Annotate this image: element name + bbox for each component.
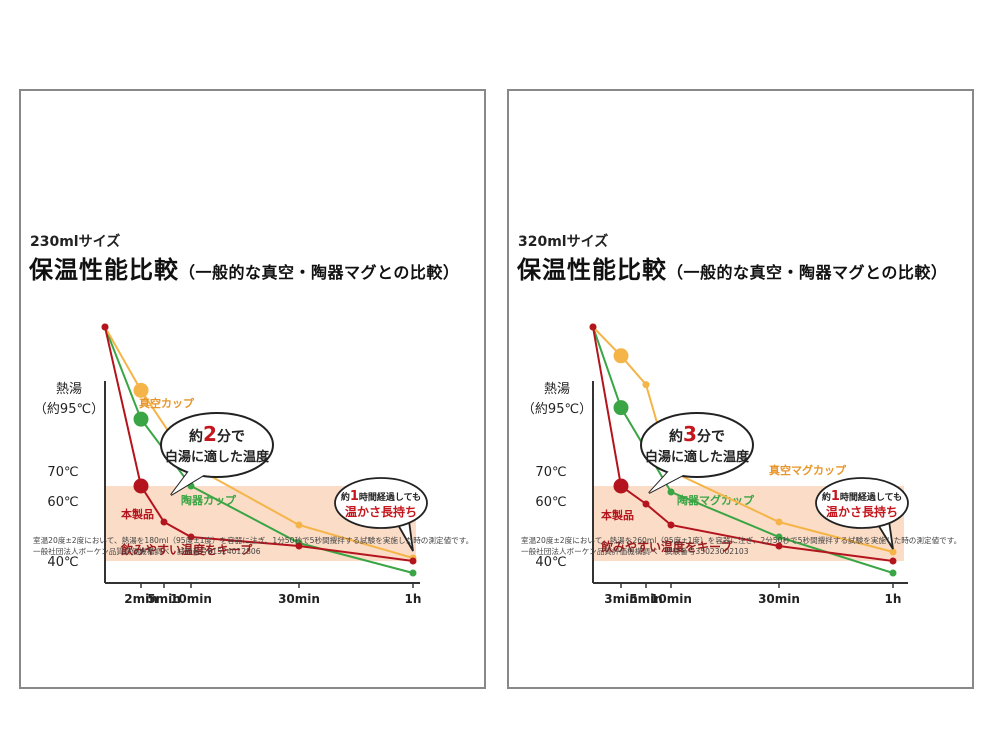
- data-point: [775, 518, 783, 526]
- data-point: [409, 569, 417, 577]
- size-label: 320mlサイズ: [518, 234, 609, 250]
- x-tick-label: 10min: [650, 592, 692, 606]
- x-tick-label: 30min: [758, 592, 800, 606]
- y-tick-label: （約95℃）: [34, 402, 104, 417]
- series-label: 陶器マグカップ: [677, 493, 755, 507]
- x-tick-label: 3min: [604, 592, 638, 606]
- band-label: 飲みやすい温度をキープ: [600, 539, 733, 554]
- callout-pre: 約: [669, 428, 683, 445]
- data-point: [133, 478, 149, 494]
- x-tick-label: 1h: [885, 592, 902, 606]
- x-tick-label: 5min: [629, 592, 663, 606]
- x-tick-label: 2min: [124, 592, 158, 606]
- data-point: [613, 478, 629, 494]
- data-point: [295, 521, 303, 529]
- footnote-test-number: 一般社団法人ボーケン品質評価機構調べ 試験番号35023002103: [521, 547, 749, 556]
- data-point: [187, 533, 195, 541]
- y-tick-label: 70℃: [47, 465, 78, 480]
- series-label: 真空カップ: [139, 396, 195, 410]
- footnote-test-conditions: 室温20度±2度において、熱湯を260ml（95度±1度）を容器に注ぎ、2分50…: [521, 536, 962, 545]
- data-point: [889, 569, 897, 577]
- y-tick-label: 熱湯: [56, 382, 82, 397]
- y-tick-label: （約95℃）: [522, 402, 592, 417]
- callout-right-bubble: [815, 477, 909, 529]
- callout-number: 3: [683, 422, 697, 446]
- callout-right-line2: 温かさ長持ち: [345, 504, 417, 519]
- callout-post: 分で: [697, 429, 725, 445]
- chart-subtitle: （一般的な真空・陶器マグとの比較）: [179, 263, 460, 282]
- data-point: [613, 400, 629, 416]
- chart-title: 保温性能比較: [517, 256, 667, 284]
- callout-right-post: 時間経過しても: [359, 491, 421, 503]
- x-tick-label: 5min: [147, 592, 181, 606]
- data-point: [160, 518, 168, 526]
- series-label: 陶器カップ: [181, 493, 237, 507]
- band-label: 飲みやすい温度をキープ: [120, 542, 253, 557]
- chart-heading: 保温性能比較（一般的な真空・陶器マグとの比較）: [29, 250, 459, 285]
- y-tick-label: 熱湯: [544, 382, 570, 397]
- series-line: [592, 326, 894, 562]
- x-tick-label: 30min: [278, 592, 320, 606]
- callout-right-pre: 約: [341, 491, 350, 503]
- data-point: [101, 323, 109, 331]
- footnote-test-number: 一般社団法人ボーケン品質評価機構調べ 試験番号61524012806: [33, 547, 261, 556]
- callout-pre: 約: [189, 428, 203, 445]
- callout-right-number: 1: [350, 489, 359, 504]
- callout-right-pre: 約: [822, 491, 831, 503]
- callout-line1: 約2分で: [189, 422, 245, 446]
- data-point: [589, 323, 597, 331]
- data-point: [889, 548, 897, 556]
- data-point: [133, 411, 149, 427]
- data-point: [409, 557, 417, 565]
- data-point: [775, 542, 783, 550]
- data-point: [613, 348, 629, 364]
- chart-panel-320ml: 320mlサイズ 保温性能比較（一般的な真空・陶器マグとの比較） 熱湯 （約95℃…: [507, 89, 974, 689]
- series-label: 真空マグカップ: [769, 463, 847, 477]
- chart-subtitle: （一般的な真空・陶器マグとの比較）: [667, 263, 948, 282]
- callout-line2: 白湯に適した温度: [165, 449, 270, 465]
- data-point: [295, 542, 303, 550]
- callout-right-bubble: [334, 477, 428, 529]
- callout-right-line1: 約1時間経過しても: [822, 489, 902, 504]
- data-point: [889, 557, 897, 565]
- callout-post: 分で: [217, 429, 245, 445]
- data-point: [642, 500, 650, 508]
- series-label: 本製品: [601, 508, 634, 522]
- y-tick-label: 40℃: [535, 555, 566, 570]
- callout-right-line2: 温かさ長持ち: [826, 504, 898, 519]
- series-line: [104, 326, 414, 562]
- y-tick-label: 40℃: [47, 555, 78, 570]
- data-point: [133, 382, 149, 398]
- callout-tail-mask: [649, 471, 687, 493]
- y-tick-label: 60℃: [535, 495, 566, 510]
- x-tick-label: 1h: [405, 592, 422, 606]
- callout-line2: 白湯に適した温度: [645, 449, 750, 465]
- callout-right-number: 1: [831, 489, 840, 504]
- callout-number: 2: [203, 422, 217, 446]
- callout-bubble: [160, 412, 274, 478]
- series-label: 本製品: [121, 507, 154, 521]
- data-point: [667, 521, 675, 529]
- callout-line1: 約3分で: [669, 422, 725, 446]
- size-label: 230mlサイズ: [30, 234, 121, 250]
- callout-bubble: [640, 412, 754, 478]
- data-point: [667, 488, 675, 496]
- chart-panel-230ml: 230mlサイズ 保温性能比較（一般的な真空・陶器マグとの比較） 熱湯 （約95℃…: [19, 89, 486, 689]
- chart-title: 保温性能比較: [29, 256, 179, 284]
- callout-right-post: 時間経過しても: [840, 491, 902, 503]
- callout-tail-mask: [171, 471, 207, 495]
- y-tick-label: 70℃: [535, 465, 566, 480]
- data-point: [642, 381, 650, 389]
- y-tick-label: 60℃: [47, 495, 78, 510]
- x-tick-label: 10min: [170, 592, 212, 606]
- chart-heading: 保温性能比較（一般的な真空・陶器マグとの比較）: [517, 250, 947, 285]
- footnote-test-conditions: 室温20度±2度において、熱湯を180ml（95度±1度）を容器に注ぎ、1分50…: [33, 536, 474, 545]
- callout-right-line1: 約1時間経過しても: [341, 489, 421, 504]
- data-point: [775, 533, 783, 541]
